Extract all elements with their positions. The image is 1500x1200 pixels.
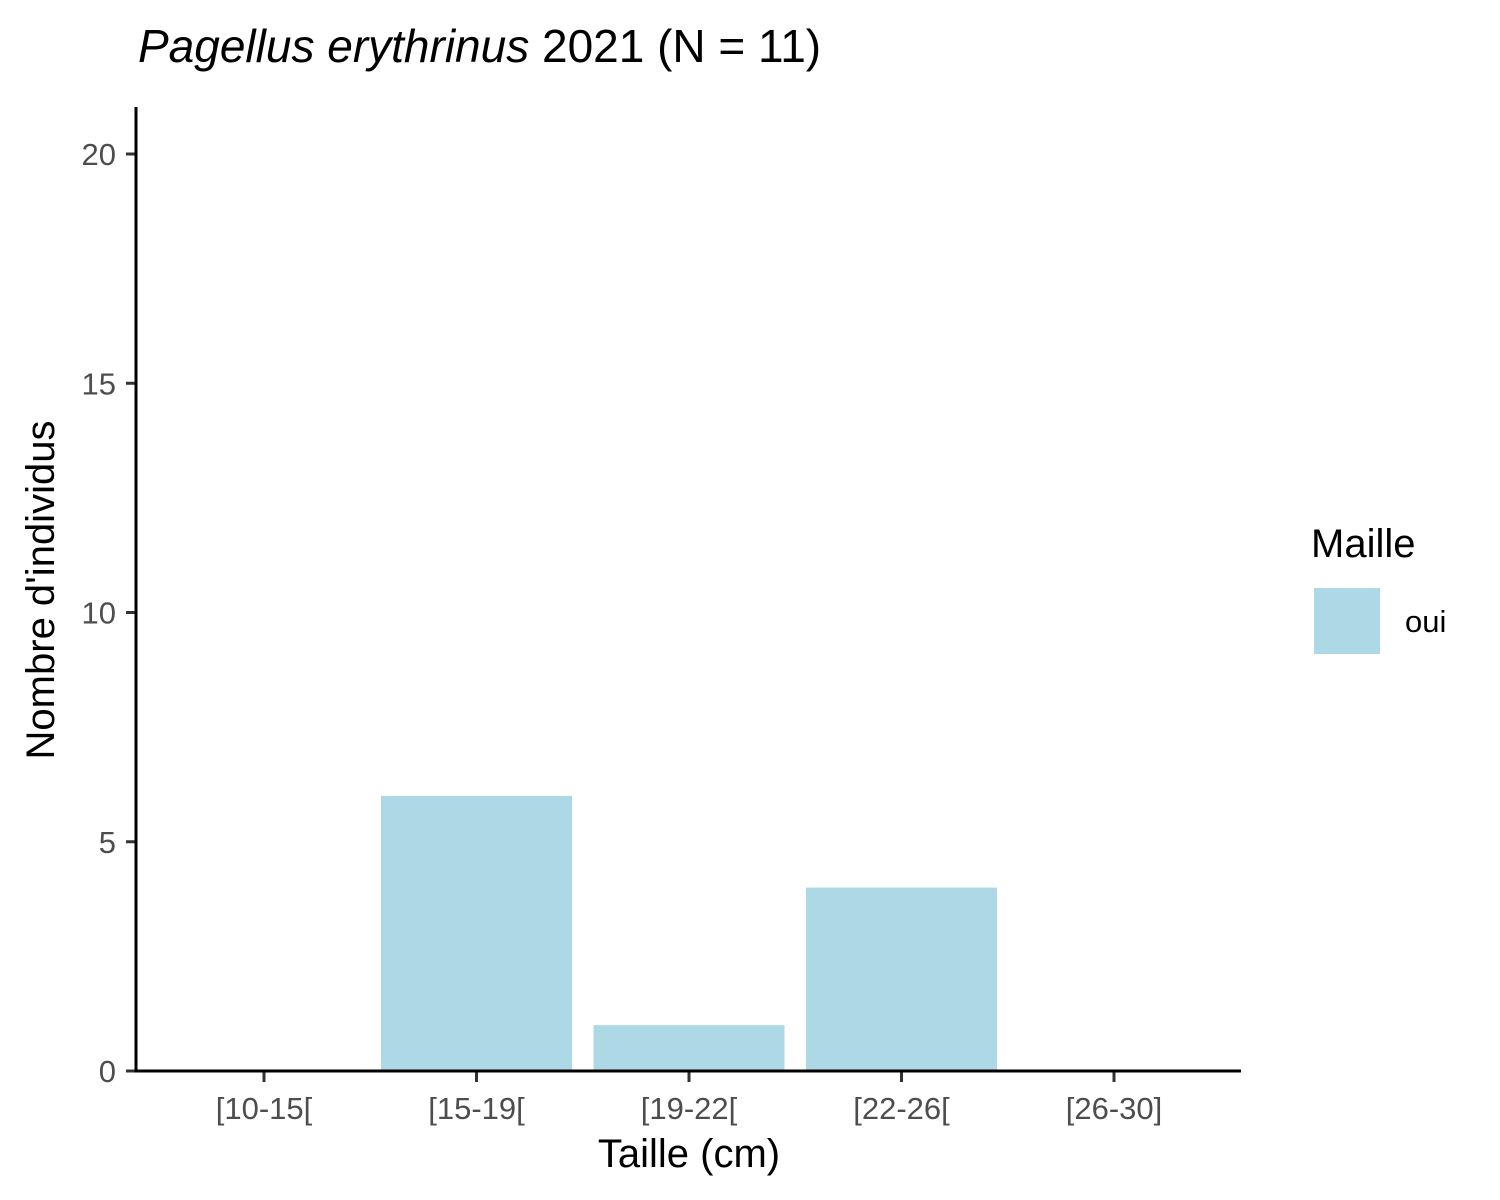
x-tick-label: [19-22[ [641,1091,738,1126]
x-axis-title: Taille (cm) [598,1132,780,1176]
y-tick-label: 5 [99,825,116,860]
legend: Maille oui [1311,522,1446,654]
y-tick-label: 10 [82,596,116,631]
chart-title: Pagellus erythrinus 2021 (N = 11) [138,20,821,72]
legend-title: Maille [1311,522,1415,566]
bar-22-26 [806,887,997,1071]
bars-group [381,795,997,1071]
y-axis-title: Nombre d'individus [19,421,63,760]
x-tick-label: [26-30] [1066,1091,1163,1126]
legend-swatch [1314,588,1380,654]
bar-15-19 [381,795,572,1071]
x-tick-label: [22-26[ [853,1091,950,1126]
x-tick-label: [15-19[ [428,1091,525,1126]
bar-19-22 [593,1025,785,1071]
chart-title-rest: 2021 (N = 11) [529,20,821,72]
y-tick-label: 15 [82,366,116,401]
y-tick-label: 20 [82,137,116,172]
chart-title-species: Pagellus erythrinus [138,20,529,72]
legend-label: oui [1405,604,1446,639]
x-tick-label: [10-15[ [216,1091,313,1126]
x-axis-ticks: [10-15[ [15-19[ [19-22[ [22-26[ [26-30] [216,1072,1163,1126]
y-tick-label: 0 [99,1054,116,1089]
y-axis-ticks: 0 5 10 15 20 [82,137,136,1089]
